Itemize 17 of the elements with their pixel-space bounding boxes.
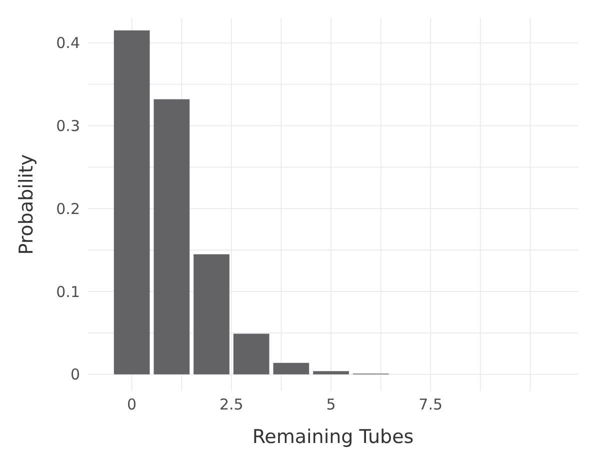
y-tick-label: 0 [70, 366, 80, 384]
x-axis-title: Remaining Tubes [252, 426, 414, 448]
y-axis-title: Probability [16, 154, 38, 255]
bar [233, 334, 270, 374]
y-tick-label: 0.4 [56, 34, 80, 52]
bar [313, 371, 349, 374]
bar [114, 30, 150, 374]
y-tick-label: 0.3 [56, 117, 80, 136]
y-tick-label: 0.2 [56, 200, 80, 218]
bar [194, 254, 230, 374]
x-tick-label: 0 [127, 396, 137, 414]
y-tick-label: 0.1 [56, 282, 80, 301]
x-tick-label: 5 [326, 396, 336, 414]
bar [273, 362, 310, 374]
bar [154, 99, 190, 374]
x-tick-label: 7.5 [418, 396, 443, 414]
x-tick-label: 2.5 [219, 396, 244, 414]
